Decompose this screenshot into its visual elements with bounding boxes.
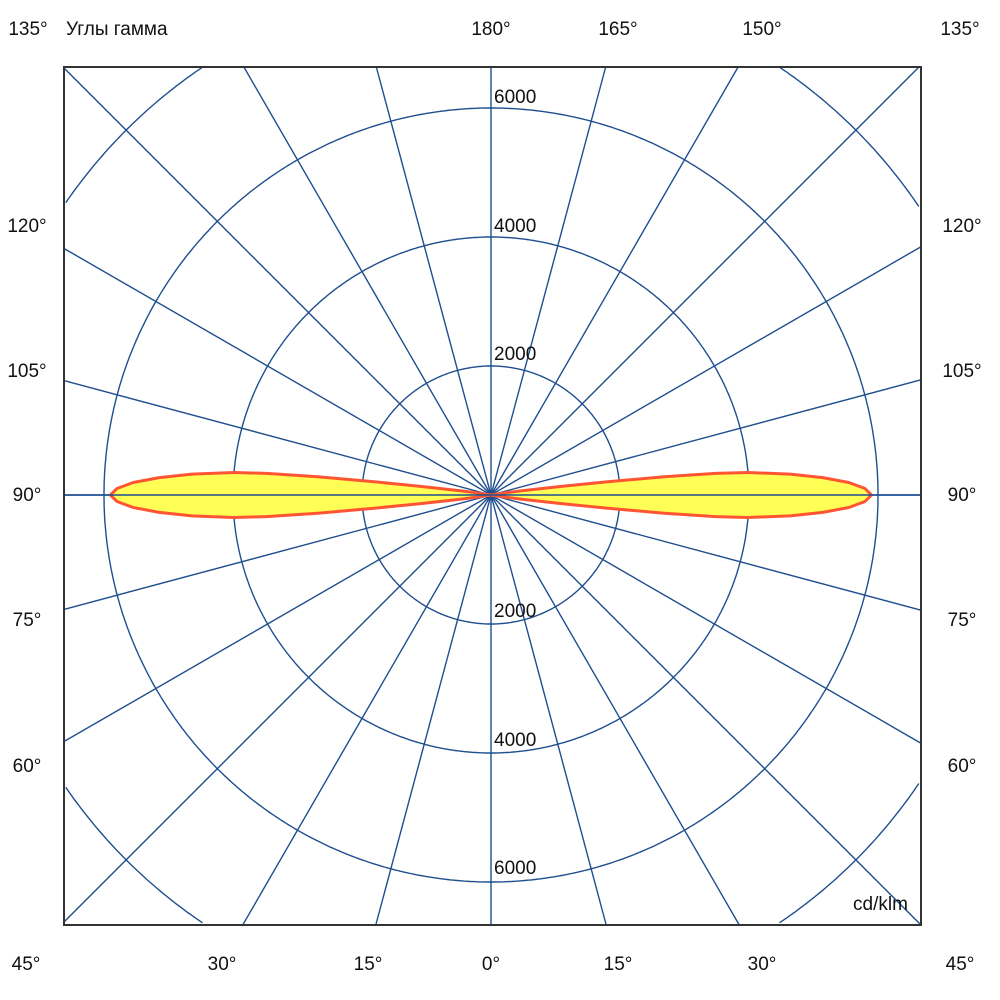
radial-tick-label: 2000 bbox=[494, 344, 537, 365]
angle-label-top: 180° bbox=[471, 19, 511, 40]
radial-tick-label: 6000 bbox=[494, 87, 537, 108]
angle-label-top: 150° bbox=[742, 19, 782, 40]
radial-tick-label: 4000 bbox=[494, 730, 537, 751]
angle-label-left: 75° bbox=[12, 610, 42, 631]
angle-label-left: 60° bbox=[12, 756, 42, 777]
angle-label-bottom: 0° bbox=[481, 954, 501, 975]
angle-label-left: 120° bbox=[7, 216, 47, 237]
angle-label-right: 120° bbox=[942, 216, 982, 237]
angle-label-bottom: 15° bbox=[353, 954, 383, 975]
unit-label: cd/klm bbox=[853, 894, 908, 915]
angle-label-bottom: 30° bbox=[747, 954, 777, 975]
angle-label-right: 90° bbox=[947, 485, 977, 506]
angle-label-bottom: 15° bbox=[603, 954, 633, 975]
angle-label-left: 105° bbox=[7, 361, 47, 382]
angle-label-top: 135° bbox=[940, 19, 980, 40]
radial-tick-label: 2000 bbox=[494, 601, 537, 622]
angle-label-top: 135° bbox=[8, 19, 48, 40]
angle-label-right: 60° bbox=[947, 756, 977, 777]
radial-tick-label: 6000 bbox=[494, 858, 537, 879]
chart-title: Углы гамма bbox=[66, 19, 168, 40]
angle-label-bottom: 30° bbox=[207, 954, 237, 975]
angle-label-right: 105° bbox=[942, 361, 982, 382]
angle-label-bottom: 45° bbox=[945, 954, 975, 975]
angle-label-top: 165° bbox=[598, 19, 638, 40]
angle-label-bottom: 45° bbox=[11, 954, 41, 975]
radial-tick-label: 4000 bbox=[494, 216, 537, 237]
angle-label-left: 90° bbox=[12, 485, 42, 506]
angle-label-right: 75° bbox=[947, 610, 977, 631]
plot-frame bbox=[63, 66, 922, 926]
